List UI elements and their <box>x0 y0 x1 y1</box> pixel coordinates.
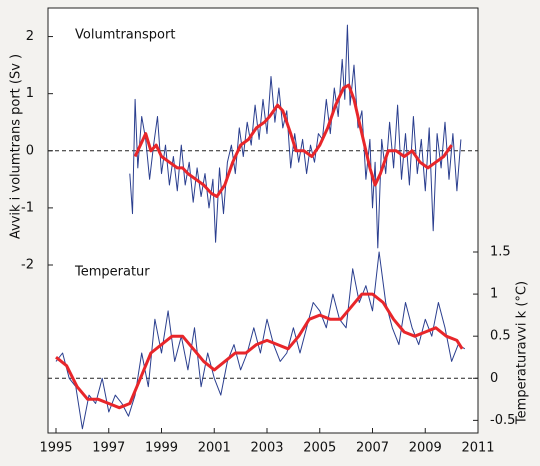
y-tick-label: -2 <box>21 258 34 273</box>
panel-title: Volumtransport <box>75 28 175 43</box>
data-line <box>55 251 466 430</box>
y-tick-label: -1 <box>21 200 34 215</box>
x-tick-label: 2011 <box>461 441 494 456</box>
y-tick-label: 0 <box>490 371 498 386</box>
y-tick-label: 2 <box>26 29 34 44</box>
y-tick-label: 1 <box>490 287 498 302</box>
x-tick-label: 1997 <box>92 441 125 456</box>
y-axis-label: Avvik i volumtrans port (Sv ) <box>9 54 24 239</box>
x-tick-label: 2005 <box>303 441 336 456</box>
y-tick-label: 1.5 <box>490 245 511 260</box>
plot-frame <box>47 7 479 434</box>
x-tick-label: 1999 <box>145 441 178 456</box>
x-tick-label: 2007 <box>356 441 389 456</box>
panel-title: Temperatur <box>74 265 150 280</box>
x-tick-label: 2003 <box>250 441 283 456</box>
y-tick-label: -0.5 <box>490 413 515 428</box>
data-line <box>55 292 464 410</box>
y-tick-label: 0.5 <box>490 329 511 344</box>
x-tick-label: 2009 <box>409 441 442 456</box>
x-tick-label: 2001 <box>198 441 231 456</box>
x-tick-label: 1995 <box>39 441 72 456</box>
data-line <box>133 83 453 198</box>
y-tick-label: 1 <box>26 86 34 101</box>
y-tick-label: 0 <box>26 143 34 158</box>
y-axis-label: Temperaturavvi k (°C) <box>515 281 530 425</box>
